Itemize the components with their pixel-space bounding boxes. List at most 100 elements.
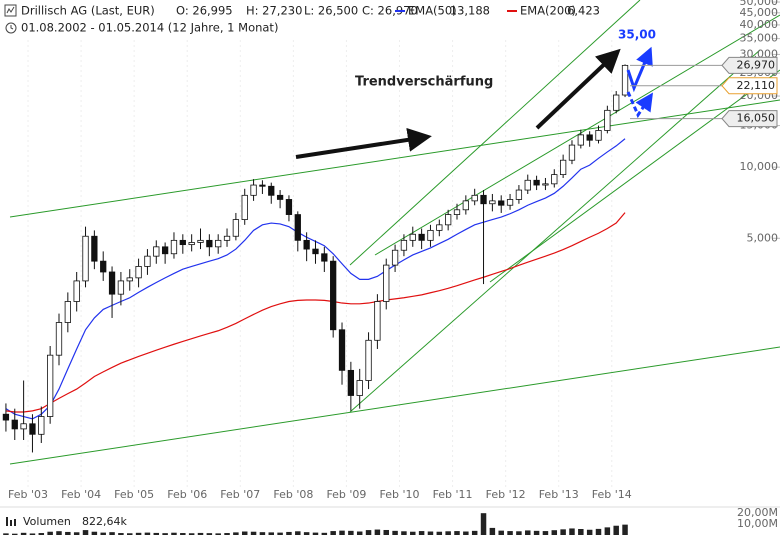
candle-body: [621, 64, 629, 96]
volume-bar: [560, 529, 566, 535]
candle-body: [100, 260, 107, 273]
volume-bar: [525, 530, 531, 535]
volume-bar: [38, 533, 45, 535]
x-tick-label: Feb '05: [114, 488, 154, 501]
trend-line: [9, 99, 780, 218]
annotation: 35,00: [618, 28, 656, 42]
volume-bar: [604, 527, 611, 535]
legend-label: EMA(200): [520, 4, 576, 18]
candle-body: [374, 301, 381, 341]
volume-bar: [330, 531, 336, 535]
annotation: Trendverschärfung: [355, 75, 493, 90]
x-tick-label: Feb '11: [433, 488, 473, 501]
candle-body: [330, 260, 337, 331]
candle-body: [356, 380, 363, 396]
price-tag-box: [721, 56, 778, 74]
volume-bar: [356, 531, 363, 535]
x-tick-label: Feb '03: [8, 488, 48, 501]
volume-bar: [224, 533, 230, 535]
volume-bar: [586, 529, 593, 535]
volume-bar: [569, 528, 575, 535]
volume-bar: [445, 531, 451, 535]
arrow: [535, 48, 621, 130]
icon: [10, 520, 12, 526]
plot: [2, 64, 629, 453]
volume-bar: [312, 532, 319, 535]
volume-bar: [507, 531, 513, 535]
volume-bar: [471, 530, 478, 535]
grid: [27, 40, 613, 490]
volume-bar: [188, 533, 195, 535]
volume-bar: [595, 528, 602, 535]
candle-body: [294, 214, 301, 241]
volume-bar: [374, 529, 381, 535]
candle-body: [170, 239, 178, 255]
volume-bar: [542, 531, 549, 535]
candle-body: [586, 134, 593, 141]
candle-body: [321, 253, 328, 262]
volume-bar: [339, 530, 345, 535]
candle-body: [559, 159, 567, 176]
x-tick-label: Feb '08: [273, 488, 313, 501]
icon: [6, 517, 8, 526]
candle-body: [489, 200, 496, 205]
candle-body: [91, 235, 98, 262]
volume-tick-label: 20,00M: [737, 506, 778, 519]
y-tick-label: 50,000: [740, 0, 779, 8]
volume-bar: [516, 531, 522, 535]
volume-bar: [73, 532, 80, 535]
arrow: [626, 91, 653, 119]
candle-body: [383, 264, 390, 302]
ema-line: [5, 212, 626, 413]
volume-bar: [250, 531, 257, 535]
candle-body: [55, 322, 63, 356]
trend-line: [9, 346, 780, 465]
x-tick-label: Feb '14: [592, 488, 632, 501]
volume-bar: [215, 533, 221, 535]
volume-bar: [286, 531, 292, 535]
volume-bar: [418, 531, 425, 535]
candle-body: [276, 194, 284, 200]
volume-bar: [295, 531, 301, 535]
volume-bar: [268, 532, 275, 535]
arrow: [295, 127, 432, 159]
volume-label: Volumen: [23, 515, 71, 528]
price-tag-box: [721, 110, 778, 128]
icon: [14, 519, 16, 526]
x-tick-label: Feb '12: [486, 488, 526, 501]
volume-bar: [20, 532, 27, 535]
volume-value: 822,64k: [82, 515, 127, 528]
volume-bar: [12, 533, 18, 535]
x-tick-label: Feb '07: [220, 488, 260, 501]
arrow: [626, 46, 653, 93]
volume-bar: [100, 532, 106, 535]
volume-bar: [109, 532, 115, 535]
volume-bar: [153, 532, 160, 535]
volume-bar: [135, 532, 142, 535]
candle-body: [108, 271, 116, 295]
candle-body: [338, 329, 346, 371]
candle-body: [409, 233, 416, 241]
y-tick-label: 45,000: [740, 6, 779, 19]
legend: EMA(50)13,188 EMA(200)6,423: [395, 4, 600, 18]
y-tick-label: 35,000: [740, 32, 779, 45]
volume-bar: [392, 530, 398, 535]
volume-bar: [82, 530, 89, 535]
ohlc: H: 27,230: [246, 4, 302, 18]
candle-body: [480, 194, 487, 205]
candle-body: [427, 229, 434, 241]
arrows: [295, 46, 653, 159]
volume-bar: [463, 531, 469, 535]
icon: [6, 6, 15, 14]
volume-bar: [277, 532, 283, 535]
candle-body: [577, 134, 584, 146]
volume-bar: [454, 531, 460, 535]
volume-bar: [498, 530, 504, 535]
candle-body: [232, 219, 240, 237]
candle-body: [64, 301, 71, 323]
candle-body: [215, 239, 222, 248]
x-tick-label: Feb '06: [167, 488, 207, 501]
candle-body: [179, 239, 186, 246]
candle-body: [29, 423, 36, 435]
